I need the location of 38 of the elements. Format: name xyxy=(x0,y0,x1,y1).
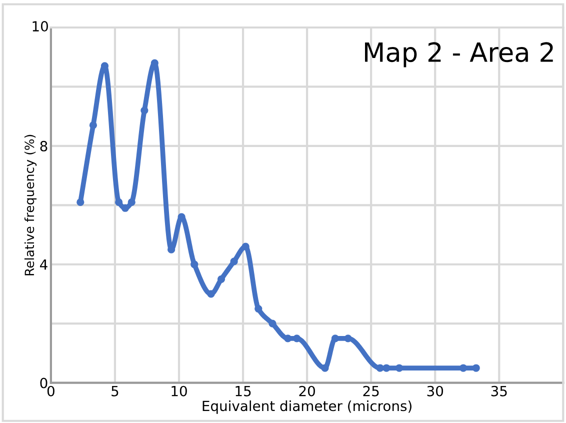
y-tick-label: 0 xyxy=(40,378,48,388)
text: 10 xyxy=(32,21,48,32)
x-tick-label: 20 xyxy=(299,386,315,396)
point xyxy=(459,364,468,372)
x-tick-label: 0 xyxy=(47,386,54,396)
x-tick-label: 10 xyxy=(172,386,187,396)
point xyxy=(207,290,215,298)
point xyxy=(292,334,301,342)
point xyxy=(254,304,262,313)
point xyxy=(128,198,136,206)
point xyxy=(76,198,84,206)
y-tick-label: 4 xyxy=(40,260,48,270)
point xyxy=(190,260,198,268)
point xyxy=(89,121,98,130)
point xyxy=(344,334,352,342)
point xyxy=(140,106,148,114)
point xyxy=(114,198,123,206)
point xyxy=(472,364,480,372)
point xyxy=(268,320,276,328)
point xyxy=(230,258,238,266)
point xyxy=(284,334,292,342)
x-tick-label: 30 xyxy=(427,386,444,396)
text: Map 2 - Area 2 xyxy=(365,42,553,68)
point xyxy=(376,364,384,372)
point xyxy=(321,364,329,372)
x-tick-label: 35 xyxy=(491,386,507,396)
point xyxy=(121,204,130,212)
x-tick-label: 5 xyxy=(112,386,118,396)
point xyxy=(242,242,250,250)
point xyxy=(395,364,404,372)
x-axis-title: Equivalent diameter (microns) xyxy=(202,400,412,414)
y-tick-label: 8 xyxy=(40,140,48,152)
point xyxy=(331,334,340,342)
point xyxy=(382,364,390,372)
y-axis-title: Relative frequency (%) xyxy=(24,134,37,276)
x-tick-label: 25 xyxy=(363,386,379,396)
x-tick-label: 15 xyxy=(236,386,251,396)
point xyxy=(217,275,226,283)
